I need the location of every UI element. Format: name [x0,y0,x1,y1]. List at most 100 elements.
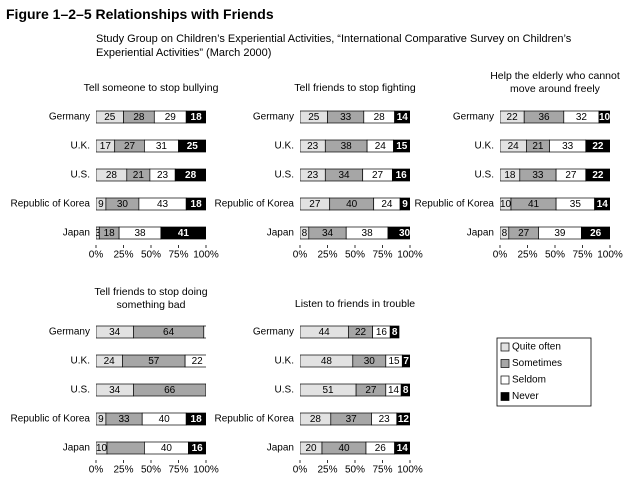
value-label: 12 [398,414,410,425]
value-label: 38 [362,228,374,239]
category-label: U.K. [71,141,90,152]
value-label: 22 [592,170,604,181]
value-label: 14 [397,112,409,123]
value-label: 8 [403,385,409,396]
value-label: 38 [341,141,353,152]
legend-box [496,337,592,407]
bar-segment [400,383,410,397]
value-label: 10 [226,327,238,338]
value-label: 41 [528,199,540,210]
category-label: Germany [253,327,294,338]
bar-segment [394,110,410,124]
legend-label: Quite often [512,342,561,353]
value-label: 14 [397,443,409,454]
value-label: 37 [346,414,358,425]
value-label: 20 [209,327,221,338]
value-label: 28 [133,112,145,123]
bar-segment [399,197,410,211]
value-label: 30 [117,199,129,210]
x-tick-label: 100% [397,250,423,261]
legend-label: Never [512,391,539,402]
category-label: Republic of Korea [215,414,295,425]
value-label: 16 [396,170,408,181]
value-label: 34 [109,327,121,338]
bar-segment [209,355,221,367]
chart-title: Help the elderly who cannot move around … [490,70,620,95]
value-label: 40 [161,443,173,454]
value-label: 38 [134,228,146,239]
bar-segment [185,110,206,124]
value-label: 17 [100,141,112,152]
value-label: 14 [388,385,400,396]
value-label: 48 [321,356,333,367]
x-tick-label: 50% [545,250,565,261]
bar-segment [585,168,610,182]
value-label: 8 [392,327,398,338]
value-label: 34 [322,228,334,239]
bar-segment [185,412,206,426]
bar-segment [401,354,410,368]
category-label: Germany [453,112,494,123]
value-label: 28 [310,414,322,425]
bar-segment [594,197,610,211]
bar-segment [229,384,241,396]
x-tick-label: 50% [345,465,365,476]
legend-swatch [500,342,510,352]
value-label: 24 [375,141,387,152]
value-label: 34 [109,385,121,396]
figure-title: Figure 1–2–5 Relationships with Friends [6,6,274,22]
value-label: 9 [98,414,104,425]
plot: 25 33 28 14 23 38 24 15 23 34 27 16 27 40 24 9 8 34 38 30 [300,110,410,240]
value-label: 28 [185,170,197,181]
value-label: 27 [365,385,377,396]
category-label: Japan [63,443,90,454]
category-label: U.S. [475,170,494,181]
bar-segment [188,441,206,455]
value-label: 66 [164,385,176,396]
bar-segment [160,226,206,240]
value-label: 41 [178,228,190,239]
value-label: 36 [538,112,550,123]
bar-segment [205,383,206,397]
value-label: 30 [364,356,376,367]
value-label: 16 [192,443,204,454]
x-tick-label: 0% [493,250,508,261]
plot: 34 64 20 10 24 57 22 11 34 66 21 11 9 33 40 18 10 40 16 [96,325,241,455]
value-label: 57 [148,356,160,367]
value-label: 8 [302,228,308,239]
category-label: U.S. [71,385,90,396]
value-label: 40 [338,443,350,454]
figure-subtitle: Study Group on Children’s Experiential A… [96,33,572,59]
value-label: 24 [381,199,393,210]
value-label: 15 [396,141,408,152]
value-label: 64 [163,327,175,338]
chart-title: Tell someone to stop bullying [83,82,219,94]
x-tick-label: 100% [193,465,219,476]
value-label: 3 [95,228,101,239]
x-tick-label: 100% [397,465,423,476]
category-label: Japan [467,228,494,239]
category-label: Republic of Korea [11,199,91,210]
value-label: 29 [165,112,177,123]
value-label: 21 [133,170,145,181]
category-label: Japan [63,228,90,239]
chart-title: Tell friends to stop doing something bad [94,286,208,311]
value-label: 27 [518,228,530,239]
value-label: 27 [565,170,577,181]
value-label: 24 [508,141,520,152]
bar-segment [203,325,206,339]
value-label: 25 [308,112,320,123]
legend-swatch [500,375,510,385]
bar-segment [184,354,206,368]
value-label: 44 [319,327,331,338]
value-label: 40 [346,199,358,210]
category-label: Republic of Korea [215,199,295,210]
value-label: 23 [379,414,391,425]
category-label: U.K. [275,356,294,367]
category-label: U.K. [275,141,294,152]
value-label: 9 [98,199,104,210]
value-label: 22 [192,356,204,367]
value-label: 26 [590,228,602,239]
value-label: 27 [309,199,321,210]
